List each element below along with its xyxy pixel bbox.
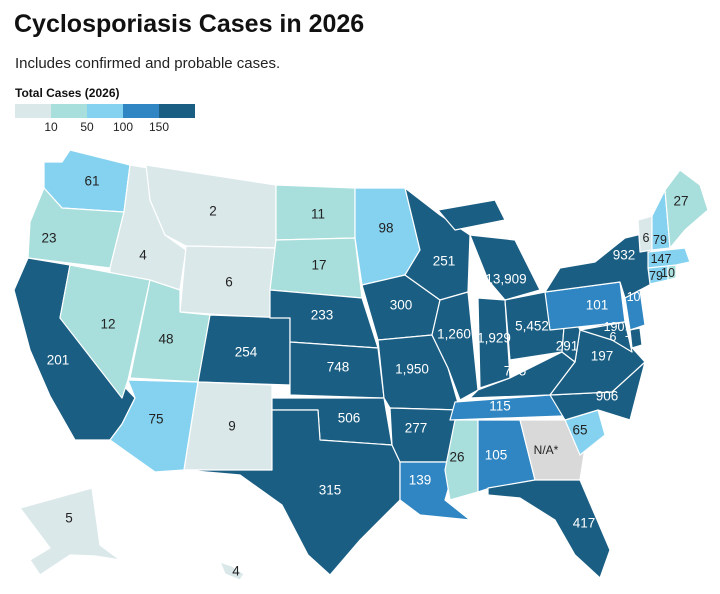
state-md <box>579 321 633 353</box>
legend-tick: 100 <box>112 120 134 134</box>
state-value-ca: 201 <box>47 353 70 368</box>
state-value-oh: 5,452 <box>515 319 549 334</box>
state-value-az: 75 <box>148 412 163 427</box>
legend-swatch <box>15 104 51 118</box>
state-value-ms: 26 <box>449 450 464 465</box>
state-value-ia: 300 <box>390 298 413 313</box>
legend-swatch <box>51 104 87 118</box>
state-value-nv: 12 <box>100 317 115 332</box>
state-me <box>664 169 709 249</box>
state-tx <box>183 409 401 576</box>
state-value-nd: 11 <box>311 207 325 222</box>
state-value-wi: 251 <box>433 254 456 269</box>
legend: Total Cases (2026) 10 50 100 150 <box>15 86 199 134</box>
state-value-ks: 748 <box>327 360 350 375</box>
state-value-tx: 315 <box>319 483 342 498</box>
state-value-pa: 101 <box>586 298 609 313</box>
legend-swatches <box>15 104 199 118</box>
state-value-sc: 65 <box>572 423 587 438</box>
state-value-ok: 506 <box>338 411 361 426</box>
state-value-de: 1 <box>625 326 632 340</box>
state-value-fl: 417 <box>573 516 596 531</box>
legend-tick: 150 <box>148 120 170 134</box>
legend-tick: 10 <box>44 120 58 134</box>
state-value-nm: 9 <box>228 419 236 434</box>
state-value-ct: 79 <box>649 269 663 283</box>
state-value-il: 1,260 <box>437 327 471 342</box>
state-nj <box>624 289 646 331</box>
state-value-id: 4 <box>139 248 147 263</box>
state-mi <box>437 199 541 301</box>
state-value-md: 190 <box>604 320 625 334</box>
state-value-wv: 291 <box>556 339 579 354</box>
legend-swatch <box>123 104 159 118</box>
state-value-co: 254 <box>235 345 258 360</box>
state-value-dc: 6 <box>610 330 617 344</box>
state-value-mt: 2 <box>209 204 217 219</box>
state-value-ky: 735 <box>504 364 527 379</box>
state-value-wy: 6 <box>225 275 233 290</box>
state-value-ak: 5 <box>65 511 73 526</box>
state-value-wa: 61 <box>84 174 99 189</box>
state-value-ne: 233 <box>311 308 334 323</box>
legend-title: Total Cases (2026) <box>15 86 120 100</box>
legend-tick: 50 <box>80 120 94 134</box>
map-subtitle: Includes confirmed and probable cases. <box>15 55 281 72</box>
state-value-la: 139 <box>409 473 432 488</box>
state-value-nh: 79 <box>653 233 667 247</box>
state-value-va: 197 <box>591 349 614 364</box>
legend-swatch <box>87 104 123 118</box>
state-value-or: 23 <box>41 231 56 246</box>
state-de <box>629 327 643 349</box>
state-value-ut: 48 <box>158 332 173 347</box>
state-fl <box>487 479 611 579</box>
state-il <box>431 291 479 401</box>
state-value-ar: 277 <box>405 421 428 436</box>
state-value-me: 27 <box>673 194 688 209</box>
state-value-ga: N/A* <box>534 443 559 457</box>
state-value-nj: 108 <box>627 290 648 304</box>
state-value-ny: 932 <box>613 248 636 263</box>
state-value-ma: 147 <box>651 252 672 266</box>
state-hi <box>219 561 245 581</box>
state-value-ri: 10 <box>661 266 675 280</box>
state-value-nc: 906 <box>596 389 619 404</box>
state-value-tn: 115 <box>489 399 511 414</box>
state-ak <box>19 487 121 576</box>
state-value-mn: 98 <box>378 221 393 236</box>
legend-swatch <box>159 104 195 118</box>
state-value-mi: 13,909 <box>485 272 526 287</box>
state-ma <box>647 247 691 269</box>
state-value-mo: 1,950 <box>395 362 429 377</box>
state-value-hi: 4 <box>232 564 240 579</box>
legend-ticks: 10 50 100 150 <box>15 118 199 134</box>
state-ms <box>444 419 479 501</box>
state-value-sd: 17 <box>311 258 326 273</box>
state-ga <box>519 419 586 481</box>
state-value-in: 1,929 <box>477 331 511 346</box>
state-nv <box>59 264 151 399</box>
map-title: Cyclosporiasis Cases in 2026 <box>14 10 365 38</box>
state-value-al: 105 <box>485 448 508 463</box>
state-value-vt: 6 <box>643 231 650 245</box>
